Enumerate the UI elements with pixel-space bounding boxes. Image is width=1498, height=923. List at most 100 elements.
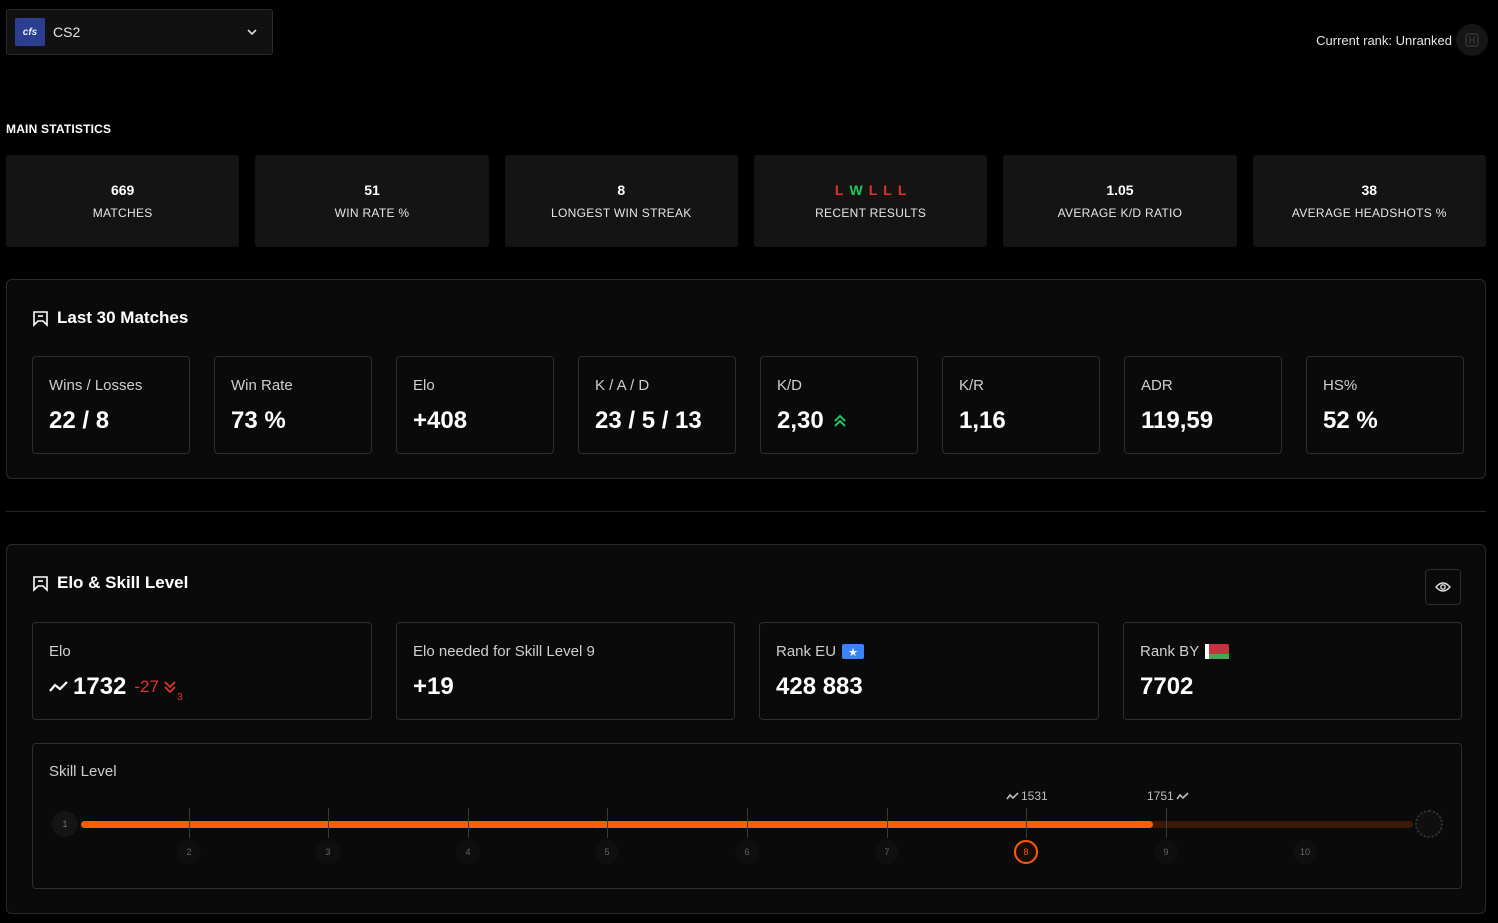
game-name: CS2 bbox=[53, 24, 81, 40]
card-value: 73 % bbox=[231, 407, 286, 434]
card-value: 7702 bbox=[1140, 673, 1194, 700]
card-label: HS% bbox=[1323, 376, 1358, 394]
card-value: +408 bbox=[413, 407, 468, 434]
card-elo-needed: Elo needed for Skill Level 9 +19 bbox=[396, 622, 735, 720]
stat-value: 669 bbox=[110, 182, 135, 198]
result-3: L bbox=[883, 182, 892, 198]
result-4: L bbox=[897, 182, 907, 198]
card-label: Wins / Losses bbox=[49, 376, 143, 394]
stat-label: LONGEST WIN STREAK bbox=[551, 206, 692, 220]
card-label: K/R bbox=[959, 376, 985, 394]
skill-level-box: Skill Level 1 2 3 4 5 6 7 8 9 10 1531 1751 bbox=[32, 743, 1462, 889]
svg-text:★: ★ bbox=[848, 646, 858, 659]
stat-matches: 669 MATCHES bbox=[6, 155, 240, 247]
panel-title-text: Last 30 Matches bbox=[57, 308, 189, 327]
level-tick bbox=[747, 808, 748, 838]
last-30-stats: Wins / Losses 22 / 8 Win Rate 73 % Elo +… bbox=[32, 356, 1464, 454]
double-chevron-up-icon bbox=[834, 414, 846, 427]
level-min-marker: 1531 bbox=[1006, 789, 1048, 803]
stat-label: AVERAGE K/D RATIO bbox=[1057, 206, 1183, 220]
eu-flag-icon: ★ bbox=[842, 643, 865, 659]
elo-value-row: 1732 -27 3 bbox=[49, 673, 355, 703]
card-label: K / A / D bbox=[595, 376, 650, 394]
skill-level-5: 5 bbox=[595, 840, 619, 864]
card-hs: HS% 52 % bbox=[1306, 356, 1464, 454]
skill-level-3: 3 bbox=[316, 840, 340, 864]
level-max-value: 1751 bbox=[1147, 789, 1174, 803]
faceit-icon bbox=[33, 575, 48, 592]
main-statistics-title: MAIN STATISTICS bbox=[6, 122, 112, 136]
skill-level-4: 4 bbox=[456, 840, 480, 864]
stat-label: RECENT RESULTS bbox=[815, 206, 927, 220]
trend-icon bbox=[1006, 791, 1019, 799]
skill-level-10: 10 bbox=[1293, 840, 1317, 864]
level-max-marker: 1751 bbox=[1147, 789, 1189, 803]
skill-level-8: 8 bbox=[1014, 840, 1038, 864]
card-label: Rank BY bbox=[1140, 642, 1200, 660]
main-statistics: 669 MATCHES 51 WIN RATE % 8 LONGEST WIN … bbox=[6, 155, 1486, 247]
card-kad: K / A / D 23 / 5 / 13 bbox=[578, 356, 736, 454]
last-30-matches-panel: Last 30 Matches Wins / Losses 22 / 8 Win… bbox=[6, 279, 1486, 479]
card-value: 1,16 bbox=[959, 407, 1006, 434]
elo-skill-panel: Elo & Skill Level Elo 1732 -27 3 Elo nee… bbox=[6, 544, 1486, 914]
skill-level-7: 7 bbox=[875, 840, 899, 864]
card-label: Elo bbox=[49, 642, 71, 660]
toggle-visibility-button[interactable] bbox=[1425, 569, 1461, 605]
stat-label: WIN RATE % bbox=[334, 206, 410, 220]
panel-title-text: Elo & Skill Level bbox=[57, 573, 189, 592]
skill-level-6: 6 bbox=[735, 840, 759, 864]
stat-label: MATCHES bbox=[92, 206, 153, 220]
result-1: W bbox=[849, 182, 863, 198]
level-tick bbox=[607, 808, 608, 838]
skill-level-2: 2 bbox=[177, 840, 201, 864]
card-label: Win Rate bbox=[231, 376, 293, 394]
card-label: Elo bbox=[413, 376, 435, 394]
card-wins-losses: Wins / Losses 22 / 8 bbox=[32, 356, 190, 454]
eye-icon bbox=[1435, 582, 1451, 592]
card-elo-current: Elo 1732 -27 3 bbox=[32, 622, 372, 720]
stat-value: 38 bbox=[1361, 182, 1378, 198]
card-value: +19 bbox=[413, 673, 454, 700]
stat-longest-win-streak: 8 LONGEST WIN STREAK bbox=[504, 155, 738, 247]
card-value: 52 % bbox=[1323, 407, 1378, 434]
chevron-down-icon bbox=[247, 29, 257, 36]
stat-value: 51 bbox=[364, 182, 380, 198]
card-label-row: Rank EU ★ bbox=[776, 641, 1082, 661]
trend-icon bbox=[49, 681, 68, 692]
stat-label: AVERAGE HEADSHOTS % bbox=[1291, 206, 1447, 220]
game-selector[interactable]: cfs CS2 bbox=[6, 9, 273, 55]
faceit-icon bbox=[33, 310, 48, 327]
section-divider bbox=[6, 511, 1486, 512]
skill-progress-fill bbox=[81, 821, 1154, 828]
game-logo: cfs bbox=[15, 18, 45, 46]
card-adr: ADR 119,59 bbox=[1124, 356, 1282, 454]
skill-level-label: Skill Level bbox=[49, 763, 117, 780]
level-tick bbox=[887, 808, 888, 838]
card-label: Elo needed for Skill Level 9 bbox=[413, 642, 595, 660]
card-value: 428 883 bbox=[776, 673, 863, 700]
level-tick bbox=[1026, 808, 1027, 838]
level-min-value: 1531 bbox=[1021, 789, 1048, 803]
stat-win-rate: 51 WIN RATE % bbox=[255, 155, 489, 247]
result-0: L bbox=[834, 182, 844, 198]
skill-level-9: 9 bbox=[1154, 840, 1178, 864]
card-rank-by: Rank BY 7702 bbox=[1123, 622, 1462, 720]
card-rank-eu: Rank EU ★ 428 883 bbox=[759, 622, 1099, 720]
card-elo: Elo +408 bbox=[396, 356, 554, 454]
level-tick bbox=[328, 808, 329, 838]
level-tick bbox=[468, 808, 469, 838]
card-value: 23 / 5 / 13 bbox=[595, 407, 702, 434]
card-value: 22 / 8 bbox=[49, 407, 110, 434]
skill-level-1: 1 bbox=[52, 811, 78, 837]
rank-badge-icon bbox=[1456, 24, 1488, 56]
elo-change-count: 3 bbox=[176, 692, 183, 703]
double-chevron-down-icon bbox=[164, 681, 176, 694]
card-win-rate: Win Rate 73 % bbox=[214, 356, 372, 454]
card-kr: K/R 1,16 bbox=[942, 356, 1100, 454]
current-rank-label: Current rank: Unranked bbox=[1316, 32, 1452, 48]
stat-value: 8 bbox=[617, 182, 626, 198]
stat-average-headshots: 38 AVERAGE HEADSHOTS % bbox=[1252, 155, 1486, 247]
card-label: ADR bbox=[1141, 376, 1173, 394]
